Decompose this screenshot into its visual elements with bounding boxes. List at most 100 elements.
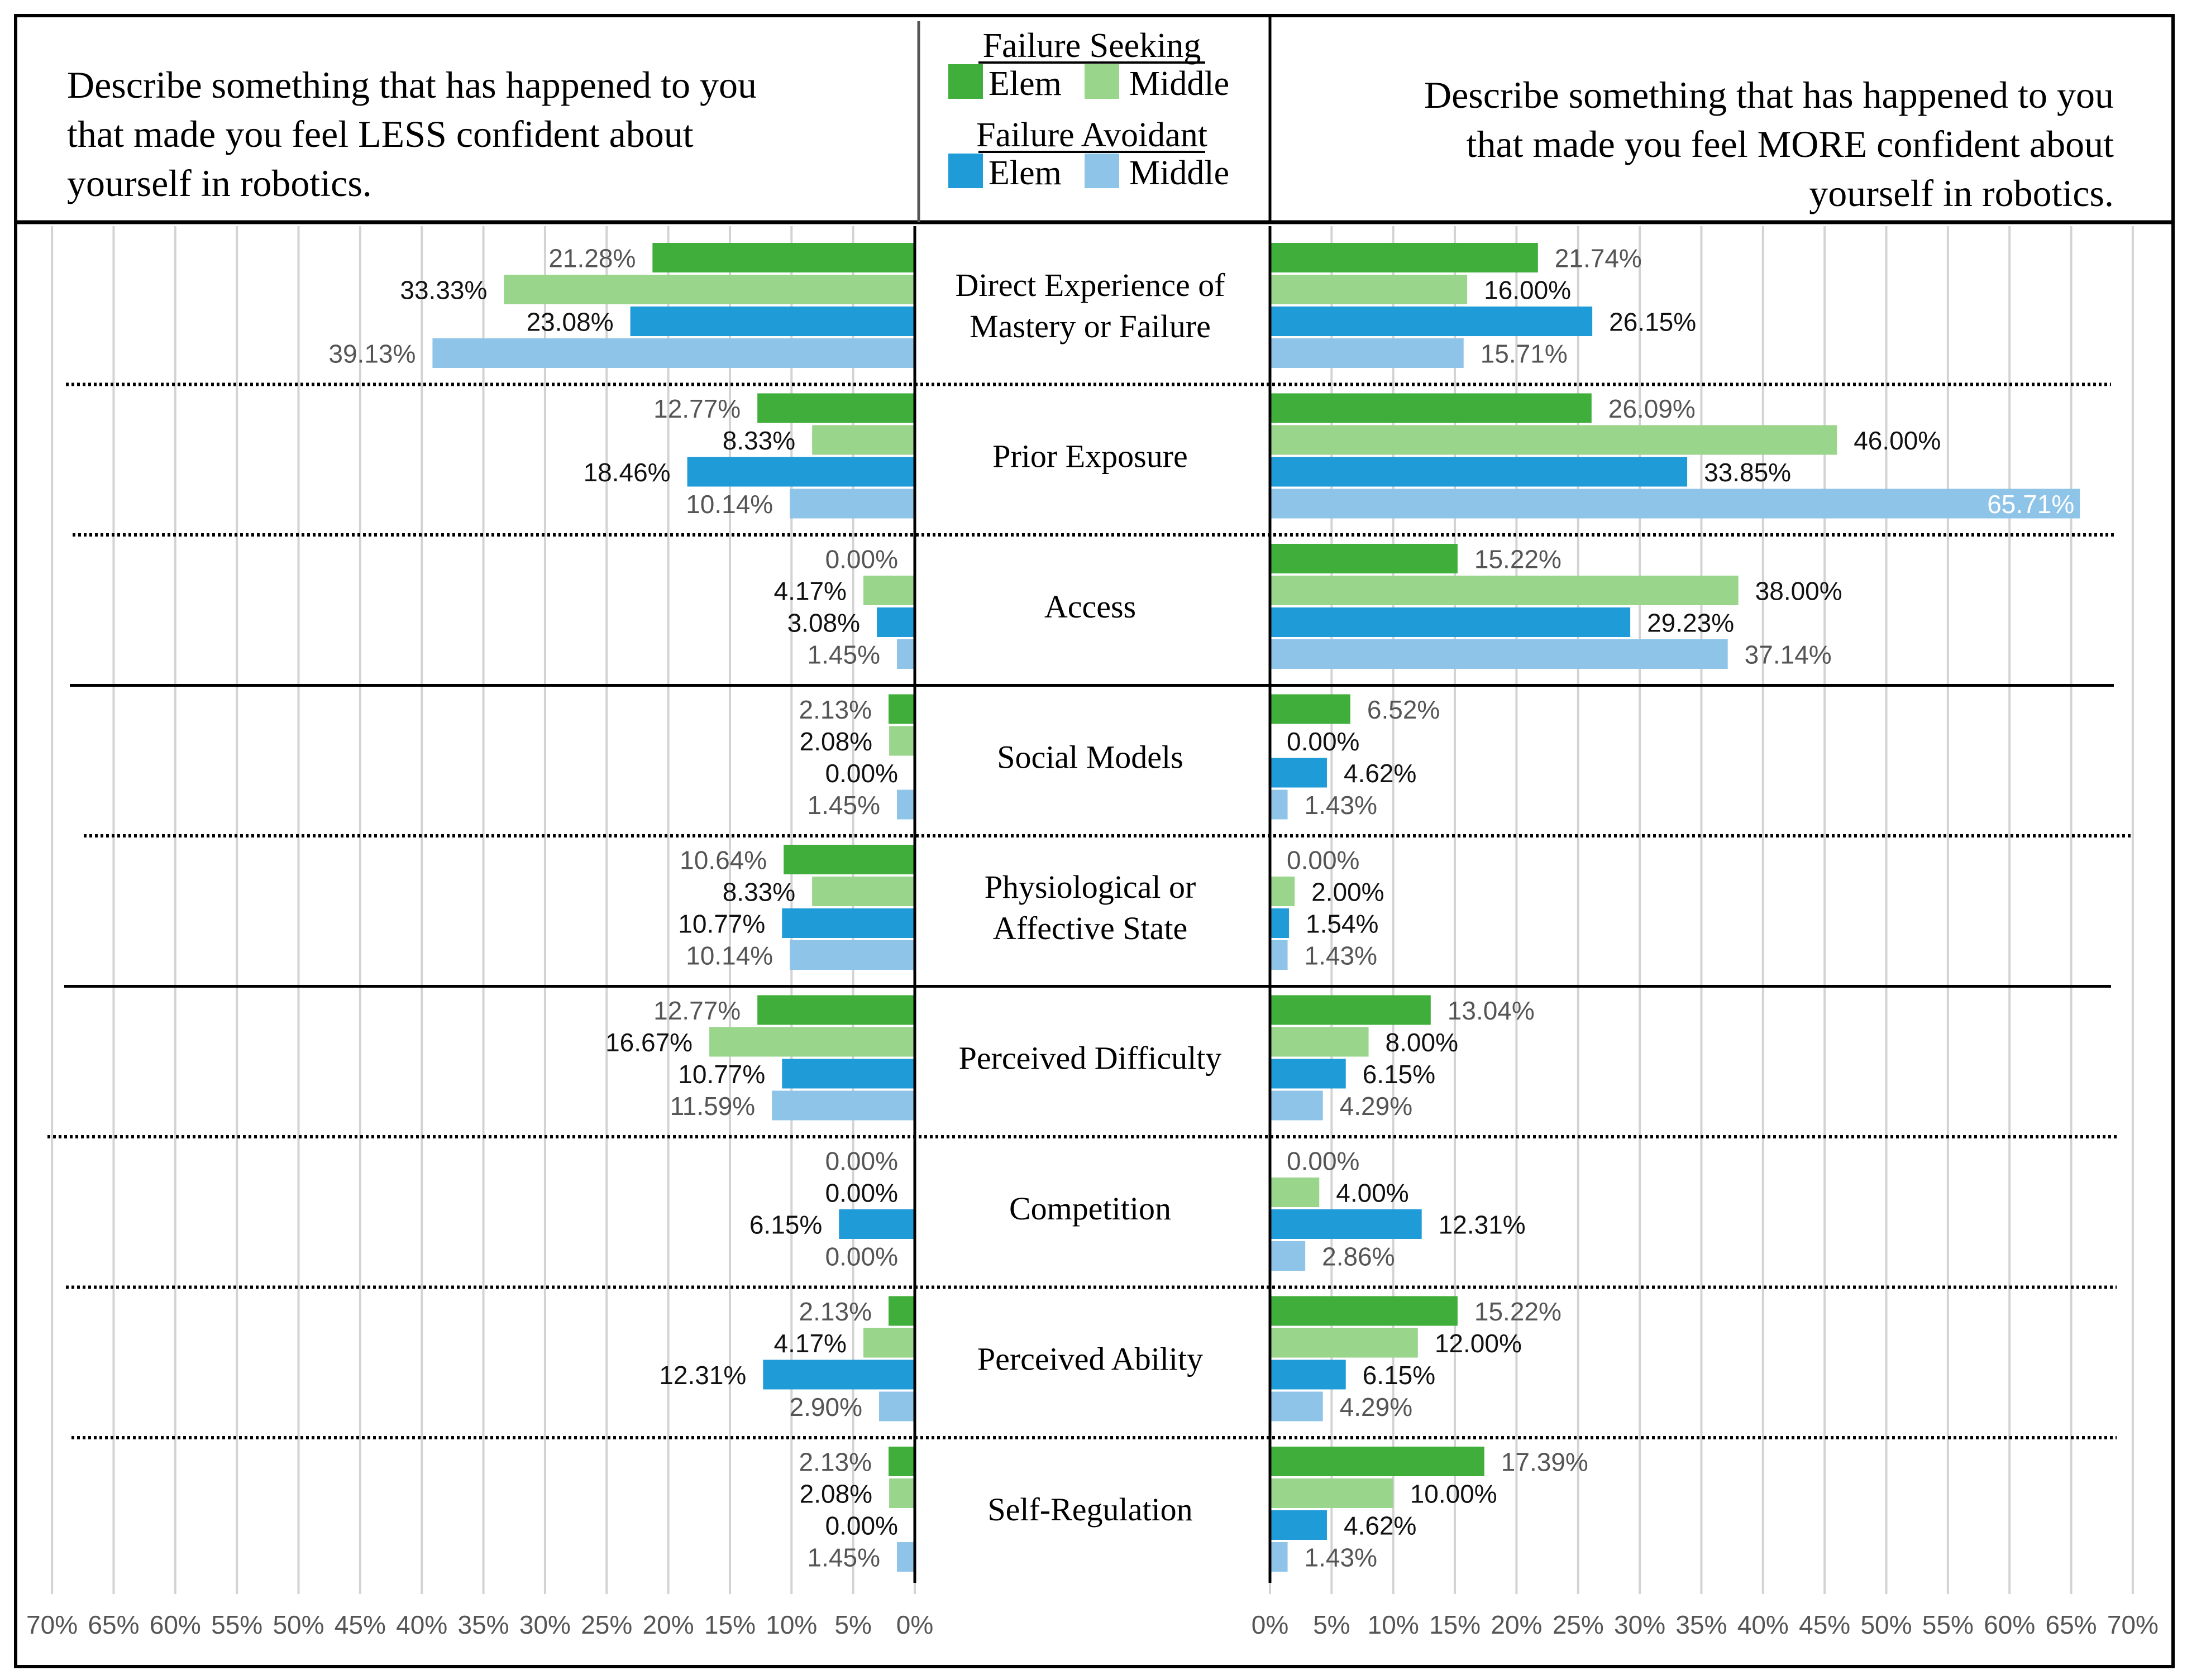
- legend-swatch: [948, 154, 983, 188]
- x-tick-left: 20%: [643, 1610, 694, 1639]
- data-label-more: 16.00%: [1484, 276, 1571, 305]
- data-label-less: 21.28%: [548, 244, 636, 273]
- category-label: Mastery or Failure: [970, 308, 1211, 344]
- x-tick-right: 0%: [1252, 1610, 1288, 1639]
- data-label-less: 2.13%: [799, 1297, 872, 1326]
- bar-less: [863, 1328, 915, 1358]
- data-label-more: 46.00%: [1854, 426, 1941, 455]
- legend-group-title: Failure Avoidant: [976, 116, 1207, 154]
- data-labels: 21.28% 21.74% 33.33% 16.00% 23.08% 26.15% 39.1…: [328, 244, 2074, 1572]
- bar-less: [839, 1209, 915, 1239]
- data-label-more: 15.22%: [1474, 1297, 1562, 1326]
- bar-less: [812, 877, 915, 906]
- bar-more: [1270, 338, 1464, 368]
- data-label-less: 8.33%: [723, 878, 795, 907]
- data-label-less: 23.08%: [527, 308, 614, 337]
- bar-more: [1270, 1510, 1327, 1540]
- data-label-less: 1.45%: [808, 640, 880, 669]
- x-tick-left: 30%: [519, 1610, 571, 1639]
- bar-less: [896, 789, 915, 820]
- data-label-more: 2.00%: [1311, 878, 1384, 907]
- bar-more: [1270, 1478, 1393, 1508]
- x-tick-left: 5%: [834, 1610, 871, 1639]
- x-tick-right: 35%: [1675, 1610, 1727, 1639]
- category-label: Perceived Ability: [977, 1341, 1203, 1377]
- bar-more: [1270, 607, 1631, 637]
- bar-less: [889, 1478, 915, 1508]
- data-label-less: 33.33%: [400, 276, 487, 305]
- category-labels: Direct Experience of Mastery or Failure Pr…: [955, 267, 1225, 1528]
- data-label-more: 8.00%: [1386, 1028, 1458, 1057]
- data-label-more: 6.52%: [1367, 695, 1440, 724]
- bar-more: [1270, 457, 1688, 487]
- data-label-more: 0.00%: [1287, 727, 1359, 756]
- x-tick-right: 55%: [1922, 1610, 1974, 1639]
- bar-more: [1270, 694, 1350, 724]
- bar-more: [1270, 1241, 1306, 1271]
- data-label-more: 21.74%: [1555, 244, 1642, 273]
- bar-more: [1270, 307, 1593, 336]
- bar-more: [1270, 1209, 1422, 1239]
- data-label-more: 4.00%: [1336, 1179, 1408, 1208]
- bar-less: [790, 940, 915, 970]
- right-title: that made you feel MORE confident about: [1467, 123, 2114, 165]
- bars: [432, 226, 2080, 1583]
- bar-more: [1270, 1360, 1346, 1390]
- x-tick-left: 60%: [150, 1610, 201, 1639]
- data-label-less: 2.90%: [790, 1392, 862, 1421]
- data-label-less: 0.00%: [825, 759, 898, 788]
- x-tick-right: 40%: [1737, 1610, 1789, 1639]
- category-label: Affective State: [993, 910, 1187, 946]
- legend-group-title: Failure Seeking: [983, 27, 1201, 65]
- data-label-less: 2.08%: [800, 1480, 872, 1509]
- data-label-more: 2.86%: [1322, 1242, 1395, 1271]
- x-tick-left: 0%: [896, 1610, 933, 1639]
- data-label-more: 17.39%: [1501, 1448, 1588, 1477]
- data-label-less: 2.13%: [799, 1448, 872, 1477]
- legend-swatch: [948, 64, 983, 99]
- category-label: Prior Exposure: [992, 438, 1188, 475]
- bar-less: [896, 1542, 915, 1572]
- legend-entry: Elem: [989, 154, 1062, 192]
- data-label-more: 10.00%: [1410, 1480, 1497, 1509]
- bar-more: [1270, 1059, 1346, 1089]
- data-label-more: 4.29%: [1340, 1092, 1412, 1121]
- data-label-less: 4.17%: [774, 1329, 847, 1358]
- bar-less: [504, 275, 915, 304]
- left-title: Describe something that has happened to …: [67, 64, 757, 106]
- x-tick-left: 15%: [704, 1610, 756, 1639]
- data-label-less: 4.17%: [774, 577, 847, 606]
- data-label-less: 16.67%: [605, 1028, 693, 1057]
- bar-more: [1270, 1542, 1288, 1572]
- category-label: Access: [1044, 588, 1136, 625]
- bar-less: [888, 1296, 915, 1326]
- bar-more: [1270, 639, 1728, 669]
- data-label-more: 1.43%: [1305, 791, 1377, 820]
- bar-less: [888, 1447, 915, 1476]
- data-label-less: 3.08%: [787, 609, 860, 638]
- data-label-less: 10.77%: [678, 910, 765, 939]
- header: Describe something that has happened to …: [67, 27, 2114, 214]
- x-tick-right: 5%: [1313, 1610, 1350, 1639]
- x-tick-right: 50%: [1860, 1610, 1912, 1639]
- bar-more: [1270, 940, 1288, 970]
- data-label-more: 26.09%: [1608, 394, 1696, 423]
- bar-less: [432, 338, 915, 368]
- bar-less: [877, 607, 915, 637]
- bar-less: [878, 1391, 915, 1421]
- bar-more: [1270, 758, 1327, 788]
- bar-more: [1270, 1027, 1369, 1057]
- bar-less: [687, 457, 915, 487]
- frame: [14, 14, 2175, 1668]
- data-label-more: 38.00%: [1755, 577, 1842, 606]
- data-label-more: 15.71%: [1481, 339, 1568, 368]
- data-label-more: 0.00%: [1287, 846, 1359, 875]
- x-tick-right: 30%: [1614, 1610, 1665, 1639]
- bar-more: [1270, 1328, 1418, 1358]
- right-title: yourself in robotics.: [1809, 172, 2114, 214]
- bar-more: [1270, 908, 1289, 938]
- bar-more: [1270, 425, 1837, 455]
- data-label-more: 29.23%: [1647, 609, 1734, 638]
